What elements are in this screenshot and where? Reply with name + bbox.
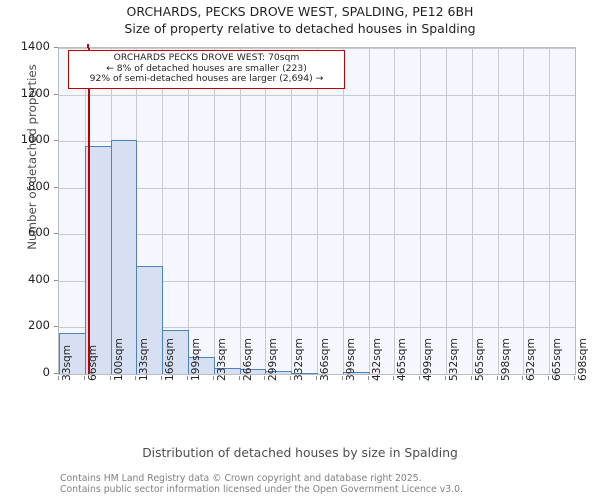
- plot-inner: [59, 48, 575, 374]
- x-axis-tick-label: 166sqm: [164, 338, 176, 381]
- x-axis-tick-label: 465sqm: [396, 338, 408, 381]
- y-axis-tick-label: 800: [28, 178, 50, 193]
- x-axis-tick-label: 233sqm: [216, 338, 228, 381]
- footer-attribution: Contains HM Land Registry data © Crown c…: [60, 473, 580, 495]
- x-axis-tick-label: 698sqm: [577, 338, 589, 381]
- annotation-box: ORCHARDS PECKS DROVE WEST: 70sqm ← 8% of…: [68, 50, 345, 89]
- y-axis-tick-mark: [54, 140, 58, 142]
- bar: [291, 372, 318, 374]
- x-axis-tick-mark: [368, 376, 369, 380]
- y-axis-tick-mark: [54, 233, 58, 235]
- x-axis-tick-mark: [316, 376, 317, 380]
- x-axis-tick-mark: [393, 376, 394, 380]
- y-axis-tick-label: 1200: [20, 85, 50, 100]
- x-axis-tick-mark: [419, 376, 420, 380]
- y-axis-tick-label: 0: [42, 365, 50, 379]
- y-axis-tick-mark: [54, 93, 58, 95]
- x-axis-tick-label: 199sqm: [190, 338, 202, 381]
- gridline-vertical: [291, 48, 292, 374]
- x-axis-tick-label: 100sqm: [113, 338, 125, 381]
- gridline-vertical: [162, 48, 163, 374]
- gridline-vertical: [369, 48, 370, 374]
- y-axis-tick-label: 400: [28, 271, 50, 286]
- property-marker-line-cap: [86, 44, 89, 48]
- x-axis-tick-mark: [135, 376, 136, 380]
- annotation-line-3: 92% of semi-detached houses are larger (…: [89, 73, 324, 85]
- page-title: ORCHARDS, PECKS DROVE WEST, SPALDING, PE…: [126, 4, 474, 19]
- x-axis-title: Distribution of detached houses by size …: [142, 446, 458, 460]
- y-axis-tick-mark: [54, 373, 58, 374]
- x-axis-tick-mark: [548, 376, 549, 380]
- footer-line-1: Contains HM Land Registry data © Crown c…: [60, 473, 422, 484]
- x-axis-tick-mark: [264, 376, 265, 380]
- x-axis-tick-mark: [84, 376, 85, 380]
- gridline-vertical: [472, 48, 473, 374]
- x-axis-tick-mark: [58, 376, 59, 380]
- x-axis-tick-label: 499sqm: [422, 338, 434, 381]
- y-axis-tick-label: 200: [28, 318, 50, 333]
- x-axis-tick-label: 133sqm: [138, 338, 150, 381]
- x-axis-tick-mark: [161, 376, 162, 380]
- y-axis-title: Number of detached properties: [25, 64, 39, 250]
- y-axis-tick-mark: [54, 47, 58, 48]
- x-axis-tick-mark: [213, 376, 214, 380]
- x-axis-tick-label: 432sqm: [371, 338, 383, 381]
- x-axis-tick-label: 332sqm: [293, 338, 305, 381]
- gridline-vertical: [188, 48, 189, 374]
- chart-subtitle: Size of property relative to detached ho…: [124, 21, 476, 36]
- plot-area: [58, 47, 576, 375]
- gridline-vertical: [265, 48, 266, 374]
- x-axis-tick-label: 532sqm: [448, 338, 460, 381]
- bar: [188, 356, 215, 374]
- gridline-vertical: [240, 48, 241, 374]
- x-axis-tick-mark: [110, 376, 111, 380]
- chart-title-block: ORCHARDS, PECKS DROVE WEST, SPALDING, PE…: [0, 4, 600, 37]
- x-axis-tick-label: 299sqm: [267, 338, 279, 381]
- gridline-vertical: [549, 48, 550, 374]
- gridline-vertical: [317, 48, 318, 374]
- x-axis-tick-label: 565sqm: [474, 338, 486, 381]
- x-axis-tick-label: 366sqm: [319, 338, 331, 381]
- x-axis-tick-mark: [342, 376, 343, 380]
- x-axis-tick-mark: [471, 376, 472, 380]
- x-axis-tick-label: 598sqm: [500, 338, 512, 381]
- x-axis-tick-mark: [187, 376, 188, 380]
- gridline-vertical: [394, 48, 395, 374]
- x-axis-tick-label: 665sqm: [551, 338, 563, 381]
- x-axis-tick-mark: [290, 376, 291, 380]
- bar: [343, 372, 370, 374]
- footer-line-2: Contains public sector information licen…: [60, 484, 463, 495]
- x-axis-tick-mark: [574, 376, 575, 380]
- gridline-vertical: [446, 48, 447, 374]
- bar: [162, 329, 189, 374]
- x-axis-tick-mark: [522, 376, 523, 380]
- gridline-vertical: [498, 48, 499, 374]
- x-axis-tick-label: 266sqm: [242, 338, 254, 381]
- bar: [136, 266, 163, 374]
- gridline-vertical: [420, 48, 421, 374]
- bar: [111, 139, 137, 374]
- y-axis-tick-mark: [54, 279, 58, 281]
- y-axis-tick-label: 600: [28, 225, 50, 240]
- x-axis-tick-label: 399sqm: [345, 338, 357, 381]
- x-axis-tick-label: 33sqm: [61, 344, 73, 381]
- annotation-line-2: ← 8% of detached houses are smaller (223…: [106, 62, 307, 74]
- x-axis-tick-mark: [239, 376, 240, 380]
- gridline-vertical: [343, 48, 344, 374]
- gridline-vertical: [214, 48, 215, 374]
- gridline-vertical: [523, 48, 524, 374]
- y-axis-tick-mark: [54, 186, 58, 188]
- x-axis-tick-mark: [445, 376, 446, 380]
- property-marker-line: [87, 48, 90, 374]
- y-axis-tick-label: 1000: [20, 132, 50, 147]
- x-axis-tick-label: 632sqm: [525, 338, 537, 381]
- x-axis-tick-mark: [497, 376, 498, 380]
- y-axis-tick-mark: [54, 326, 58, 328]
- annotation-line-1: ORCHARDS PECKS DROVE WEST: 70sqm: [113, 52, 300, 63]
- y-axis-tick-label: 1400: [20, 39, 50, 53]
